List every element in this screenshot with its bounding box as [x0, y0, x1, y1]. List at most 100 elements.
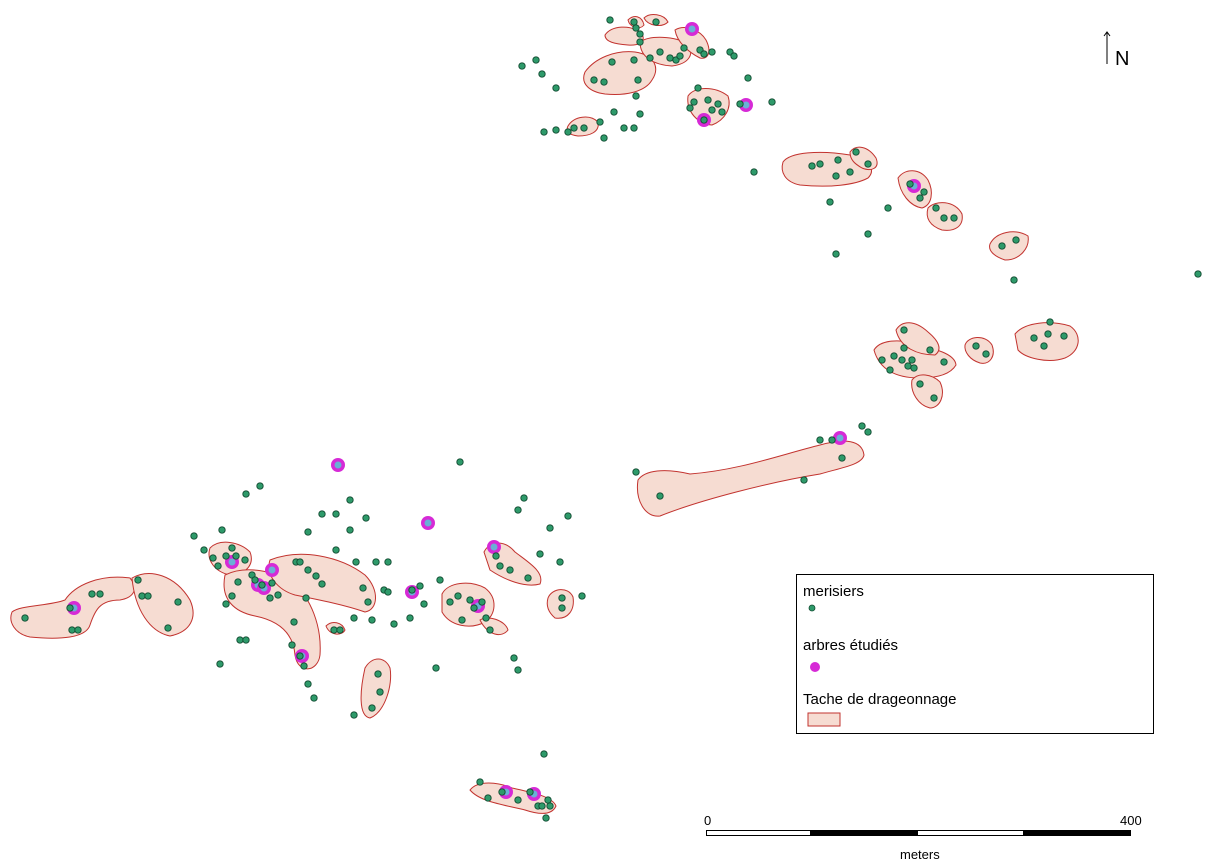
cherry-tree-point	[144, 592, 152, 600]
cherry-tree-point	[636, 110, 644, 118]
cherry-tree-point	[304, 566, 312, 574]
cherry-tree-point	[864, 160, 872, 168]
cherry-tree-point	[1194, 270, 1202, 278]
sucker-patch	[131, 573, 194, 637]
cherry-tree-point	[420, 600, 428, 608]
cherry-tree-point	[432, 664, 440, 672]
cherry-tree-point	[222, 600, 230, 608]
cherry-tree-point	[174, 598, 182, 606]
cherry-tree-point	[242, 636, 250, 644]
cherry-tree-point	[852, 148, 860, 156]
cherry-tree-point	[1044, 330, 1052, 338]
cherry-tree-point	[288, 641, 296, 649]
legend-studied-symbol	[810, 662, 820, 672]
cherry-tree-point	[920, 188, 928, 196]
legend-tree-symbol	[808, 604, 816, 612]
cherry-tree-point	[590, 76, 598, 84]
cherry-tree-point	[416, 582, 424, 590]
cherry-tree-point	[436, 576, 444, 584]
cherry-tree-point	[544, 796, 552, 804]
cherry-tree-point	[600, 134, 608, 142]
cherry-tree-point	[800, 476, 808, 484]
scale-end-label: 400	[1120, 813, 1142, 828]
cherry-tree-point	[66, 604, 74, 612]
cherry-tree-point	[632, 468, 640, 476]
cherry-tree-point	[302, 594, 310, 602]
cherry-tree-point	[714, 100, 722, 108]
cherry-tree-point	[694, 84, 702, 92]
cherry-tree-point	[384, 588, 392, 596]
cherry-tree-point	[828, 436, 836, 444]
cherry-tree-point	[296, 558, 304, 566]
cherry-tree-point	[926, 346, 934, 354]
cherry-tree-point	[858, 422, 866, 430]
cherry-tree-point	[708, 106, 716, 114]
sucker-patch	[546, 589, 574, 619]
cherry-tree-point	[268, 579, 276, 587]
legend-tree-label: merisiers	[803, 583, 864, 600]
cherry-tree-point	[656, 492, 664, 500]
cherry-tree-point	[214, 562, 222, 570]
cherry-tree-point	[832, 250, 840, 258]
cherry-tree-point	[686, 104, 694, 112]
studied-tree-center	[688, 25, 696, 33]
cherry-tree-point	[251, 576, 259, 584]
cherry-tree-point	[408, 586, 416, 594]
cherry-tree-point	[580, 124, 588, 132]
cherry-tree-point	[940, 358, 948, 366]
cherry-tree-point	[458, 616, 466, 624]
cherry-tree-point	[520, 494, 528, 502]
cherry-tree-point	[736, 100, 744, 108]
cherry-tree-point	[492, 552, 500, 560]
cherry-tree-point	[486, 626, 494, 634]
cherry-tree-point	[1046, 318, 1054, 326]
cherry-tree-point	[536, 550, 544, 558]
cherry-tree-point	[708, 48, 716, 56]
cherry-tree-point	[700, 116, 708, 124]
studied-tree-center	[228, 558, 236, 566]
cherry-tree-point	[266, 594, 274, 602]
cherry-tree-point	[816, 436, 824, 444]
cherry-tree-point	[890, 352, 898, 360]
cherry-tree-point	[564, 512, 572, 520]
studied-tree-center	[742, 101, 750, 109]
cherry-tree-point	[372, 558, 380, 566]
cherry-tree-point	[552, 84, 560, 92]
cherry-tree-point	[496, 562, 504, 570]
cherry-tree-point	[846, 168, 854, 176]
cherry-tree-point	[258, 581, 266, 589]
sucker-patch	[583, 51, 657, 95]
cherry-tree-point	[346, 496, 354, 504]
north-arrow-icon	[1103, 31, 1111, 64]
sucker-patch	[360, 658, 392, 719]
cherry-tree-point	[898, 356, 906, 364]
cherry-tree-point	[470, 604, 478, 612]
sucker-patch	[911, 374, 943, 409]
cherry-tree-point	[636, 30, 644, 38]
cherry-tree-point	[826, 198, 834, 206]
cherry-tree-point	[466, 596, 474, 604]
studied-tree-center	[268, 566, 276, 574]
cherry-tree-point	[164, 624, 172, 632]
cherry-tree-point	[290, 618, 298, 626]
cherry-tree-point	[900, 326, 908, 334]
cherry-tree-point	[878, 356, 886, 364]
cherry-tree-point	[652, 18, 660, 26]
scale-bar	[706, 830, 1131, 836]
studied-tree-center	[334, 461, 342, 469]
cherry-tree-point	[68, 626, 76, 634]
cherry-tree-point	[228, 544, 236, 552]
cherry-tree-point	[216, 660, 224, 668]
cherry-tree-point	[478, 598, 486, 606]
cherry-tree-point	[330, 626, 338, 634]
cherry-tree-point	[546, 524, 554, 532]
cherry-tree-point	[514, 796, 522, 804]
cherry-tree-point	[646, 54, 654, 62]
cherry-tree-point	[476, 778, 484, 786]
cherry-tree-point	[312, 572, 320, 580]
cherry-tree-point	[570, 124, 578, 132]
studied-tree-center	[424, 519, 432, 527]
cherry-tree-point	[242, 490, 250, 498]
cherry-tree-point	[900, 344, 908, 352]
cherry-tree-point	[744, 74, 752, 82]
